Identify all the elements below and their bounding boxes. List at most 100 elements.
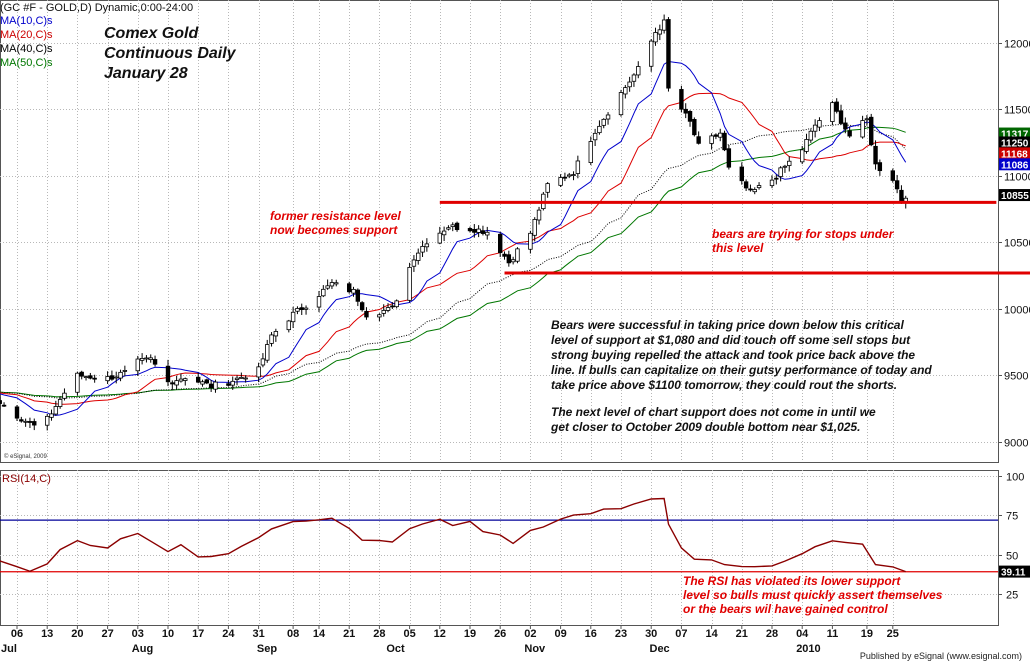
candlesticks: [0, 14, 908, 431]
x-tick-label: 21: [343, 628, 355, 640]
candle-body: [502, 253, 507, 257]
candle-body: [325, 285, 330, 289]
rsi-panel-frame: [0, 470, 999, 626]
month-label: Aug: [132, 643, 153, 655]
candle-body: [506, 254, 512, 264]
price-panel-frame: [0, 0, 999, 463]
x-tick-label: 10: [162, 628, 174, 640]
rsi-note-line-3: or the bears wil have gained control: [683, 602, 888, 616]
ma40-line: [0, 124, 907, 399]
candle-body: [536, 209, 542, 221]
candle-body: [838, 110, 844, 124]
candle-body: [774, 177, 779, 180]
candle-body: [416, 252, 421, 261]
x-tick-label: 24: [222, 628, 235, 640]
candle-body: [454, 222, 460, 231]
candle-body: [299, 307, 304, 310]
candle-body: [756, 185, 762, 189]
price-y-tick-label: 10000: [1004, 305, 1030, 317]
candle-body: [424, 243, 430, 248]
candle-body: [437, 232, 442, 244]
candle-body: [450, 224, 455, 227]
publisher-credit: Published by eSignal (www.esignal.com): [859, 651, 1022, 661]
candle-body: [234, 377, 240, 380]
candle-body: [226, 383, 231, 386]
ma-value-badge-label: 11168: [1001, 149, 1028, 160]
x-tick-label: 16: [585, 628, 597, 640]
stops-note-line-2: this level: [712, 241, 764, 255]
x-tick-label: 08: [287, 628, 299, 640]
commentary-line-2: level of support at $1,080 and did touch…: [551, 333, 911, 347]
candle-body: [636, 66, 641, 76]
candle-body: [195, 376, 201, 383]
candle-body: [709, 135, 714, 144]
candle-body: [812, 124, 818, 132]
candle-body: [183, 378, 188, 381]
x-tick-label: 26: [494, 628, 506, 640]
candle-body: [808, 130, 814, 141]
candle-body: [118, 371, 123, 379]
candle-body: [256, 366, 261, 378]
price-y-tick-label: 12000: [1004, 39, 1030, 51]
candle-body: [441, 230, 447, 236]
candle-body: [769, 179, 775, 187]
ma-value-badge-label: 11250: [1001, 138, 1029, 149]
candle-body: [213, 381, 218, 390]
candle-body: [381, 310, 386, 314]
x-tick-label: 14: [313, 628, 326, 640]
candle-body: [321, 288, 326, 297]
month-label: Jul: [1, 643, 17, 655]
candle-body: [1, 404, 7, 407]
month-label: Oct: [386, 643, 405, 655]
month-label: Nov: [524, 643, 546, 655]
candle-body: [618, 92, 624, 116]
price-y-tick-label: 11000: [1004, 172, 1030, 184]
ma-value-badge-label: 11317: [1001, 130, 1029, 141]
x-tick-label: 03: [132, 628, 144, 640]
chart-title-line-2: Continuous Daily: [104, 45, 236, 62]
candle-body: [265, 344, 270, 361]
candle-body: [83, 376, 89, 379]
candle-body: [19, 419, 24, 422]
candle-body: [75, 372, 80, 393]
x-tick-label: 11: [827, 628, 839, 640]
symbol-header: (GC #F - GOLD,D) Dynamic,0:00-24:00: [0, 2, 194, 14]
candle-body: [446, 227, 451, 230]
candle-body: [105, 376, 110, 382]
candle-body: [329, 282, 335, 287]
candle-body: [752, 189, 757, 193]
candle-body: [726, 148, 732, 168]
last-price-badge: [999, 189, 1030, 202]
candle-body: [605, 114, 611, 120]
candle-body: [165, 365, 171, 383]
candle-body: [208, 383, 214, 389]
month-label: Dec: [650, 643, 670, 655]
rsi-value-badge-label: 39.11: [1001, 568, 1026, 579]
candle-body: [864, 118, 870, 121]
candle-body: [53, 406, 59, 415]
candle-body: [303, 307, 309, 310]
candle-body: [144, 357, 149, 360]
candle-body: [787, 160, 792, 166]
candle-body: [122, 370, 128, 372]
x-tick-label: 12: [434, 628, 446, 640]
candle-body: [532, 219, 537, 236]
candle-body: [601, 118, 606, 126]
candle-body: [847, 130, 852, 137]
candle-body: [515, 248, 520, 262]
candle-body: [390, 305, 395, 308]
candle-body: [800, 149, 805, 163]
candle-body: [528, 232, 533, 250]
price-y-tick-label: 11500: [1004, 105, 1030, 117]
commentary-line-4: line. If bulls can capitalize on their g…: [551, 363, 932, 377]
candle-body: [351, 288, 356, 294]
candle-body: [359, 302, 365, 311]
candle-body: [467, 228, 473, 232]
candle-body: [420, 245, 425, 253]
candle-body: [657, 29, 663, 35]
ma-value-badge: [999, 147, 1030, 160]
x-tick-label: 25: [887, 628, 899, 640]
candle-body: [27, 421, 33, 423]
candle-body: [476, 228, 481, 233]
